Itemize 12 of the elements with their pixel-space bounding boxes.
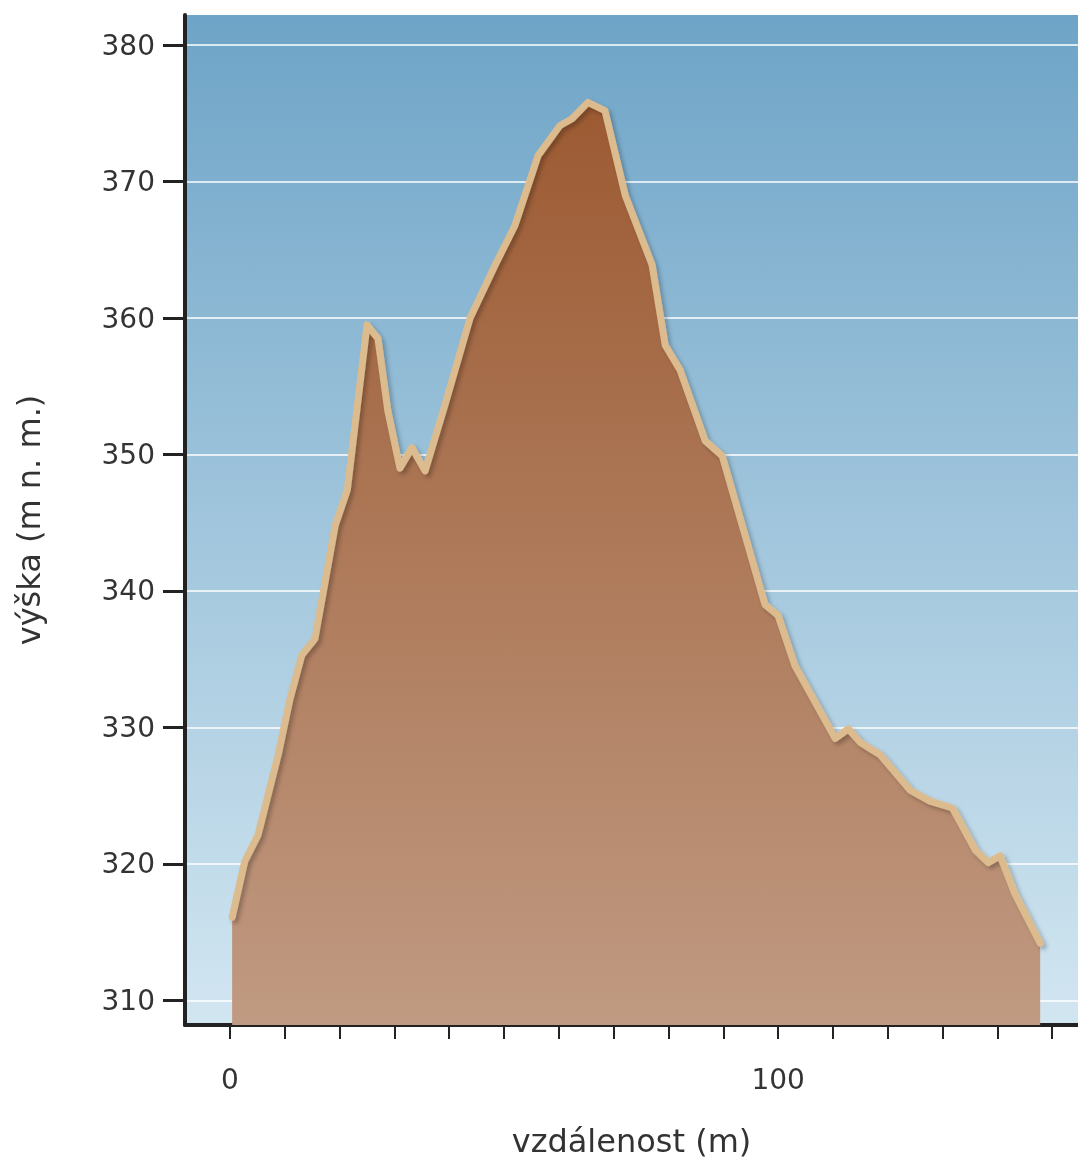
y-tick-label: 310 (101, 983, 155, 1017)
y-tick-label: 380 (101, 28, 155, 62)
y-tick-label: 350 (101, 437, 155, 471)
x-tick-label: 100 (751, 1062, 805, 1096)
x-tick-label: 0 (221, 1062, 239, 1096)
y-tick-label: 320 (101, 847, 155, 881)
y-tick-label: 360 (101, 301, 155, 335)
y-tick-label: 370 (101, 165, 155, 199)
y-axis-title: výška (m n. m.) (10, 394, 48, 646)
x-axis-title: vzdálenost (m) (511, 1122, 752, 1160)
y-tick-label: 340 (101, 574, 155, 608)
y-tick-label: 330 (101, 710, 155, 744)
